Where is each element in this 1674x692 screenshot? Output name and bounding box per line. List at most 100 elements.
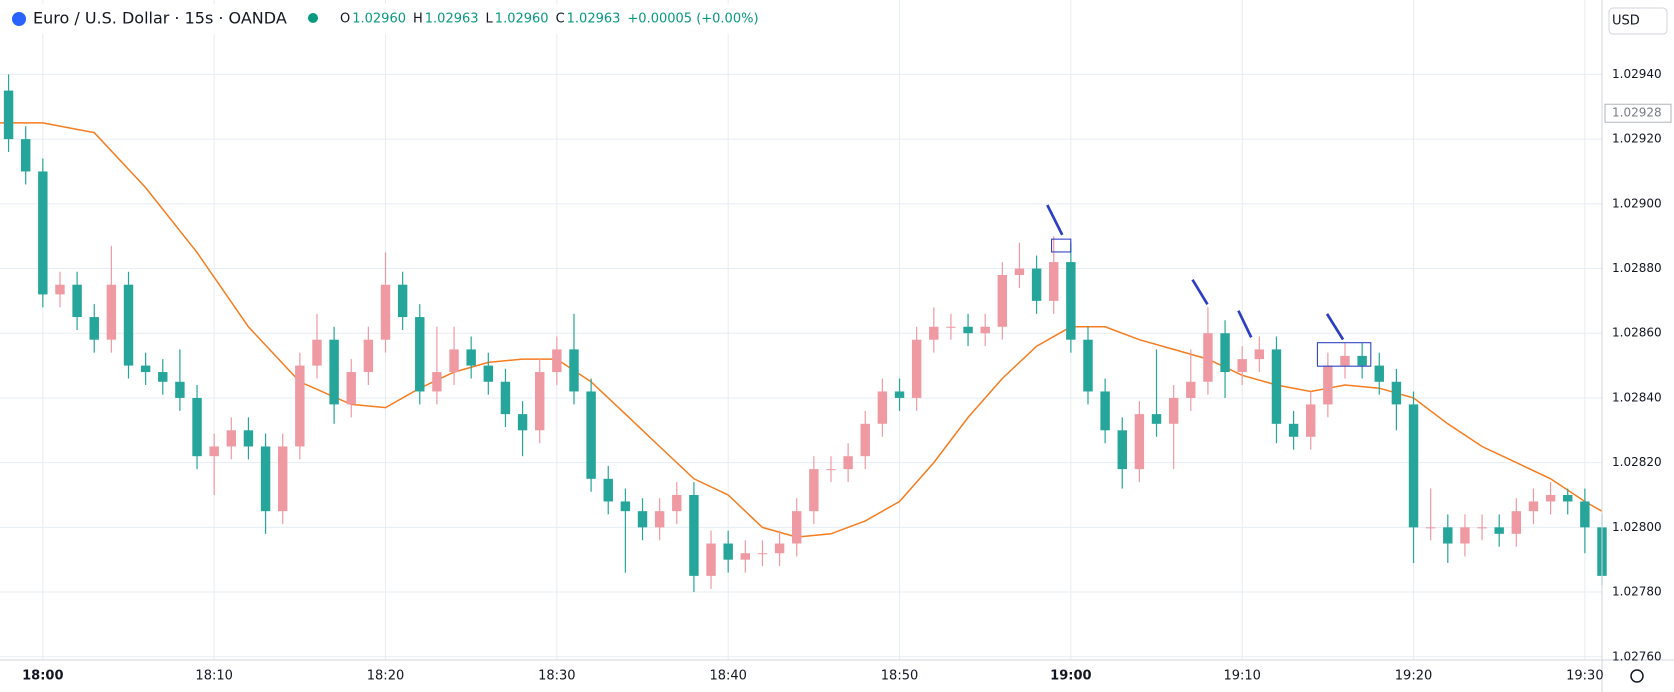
x-tick-label: 19:10 [1223,669,1260,684]
trend-mark [1046,204,1064,236]
candle-body [1066,262,1076,340]
last-price-box [1604,103,1672,123]
candle-body [1425,527,1436,529]
trend-mark [1237,310,1253,338]
candle-body [363,339,374,373]
candle-body [175,381,185,398]
ohlc-key: L [486,12,494,27]
candle-body [380,284,391,340]
candle-body [1014,268,1025,275]
candle-body [620,501,631,512]
x-tick-label: 18:20 [367,669,404,684]
candle-body [1323,365,1333,405]
x-tick-label: 18:30 [538,669,575,684]
price-change: +0.00005 (+0.00%) [627,12,758,27]
candle-body [1545,495,1556,502]
ohlc-key: O [340,12,350,27]
candle-body [1254,349,1265,360]
candle-body [312,339,322,366]
candle-body [1511,511,1522,534]
ohlc-value: 1.02960 [352,12,406,27]
candle-body [1563,495,1573,502]
candle-body [774,543,785,554]
candle-body [466,349,476,366]
candle-body [1186,381,1196,398]
symbol-title: Euro / U.S. Dollar · 15s · OANDA [33,9,287,28]
annotations [1046,204,1372,367]
candle-body [1100,391,1110,431]
candle-body [1528,501,1539,512]
candle-body [483,365,494,382]
y-tick-label: 1.02840 [1612,390,1662,404]
candle-body [158,372,168,382]
highlight-box [1316,342,1372,367]
candle-body [192,397,202,457]
ohlc-value: 1.02963 [425,12,479,27]
y-tick-label: 1.02860 [1612,326,1662,340]
y-tick-label: 1.02800 [1612,520,1662,534]
x-tick-label: 19:20 [1395,669,1432,684]
candle-body [243,430,254,447]
candle-body [1443,527,1453,544]
candle-body [1494,527,1504,534]
candle-body [894,391,905,398]
market-status [308,13,318,23]
highlight-box [1051,238,1072,253]
ohlc-key: H [413,12,423,27]
y-tick-label: 1.02940 [1612,67,1662,81]
candle-body [980,326,990,334]
x-tick-label: 18:00 [22,669,63,684]
candle-body [1031,268,1042,301]
candle-body [723,543,733,560]
y-tick-label: 1.02760 [1612,649,1662,663]
last-price-label: 1.02928 [1612,106,1662,120]
candle-body [1357,355,1367,366]
candle-body [1117,430,1127,470]
candle-body [1374,365,1384,382]
trend-mark [1325,313,1345,341]
candle-body [415,317,425,392]
candle-body [432,372,442,392]
y-tick-label: 1.02820 [1612,455,1662,469]
candle-body [500,381,511,415]
candle-body [1477,527,1487,529]
candle-body [946,326,956,328]
moving-average [0,122,1603,538]
y-tick-label: 1.02880 [1612,261,1662,275]
candle-body [1271,349,1282,424]
candle-body [140,365,151,373]
candle-body [1580,501,1590,528]
candle-body [106,284,117,340]
ohlc-legend: O 1.02960 H 1.02963 L 1.02960 C 1.02963 +0.00005… [340,12,759,27]
candle-body [997,275,1008,327]
candle-body [1391,381,1402,405]
currency[interactable]: USD [1612,14,1640,29]
candle-body [654,511,665,528]
candle-body [706,543,716,576]
header-bg [0,4,760,34]
candle-body [1134,414,1145,470]
candle-body [38,171,48,295]
candle-body [329,339,339,405]
candle-body [89,317,99,340]
currency-button[interactable] [1608,7,1668,35]
y-tick-label: 1.02920 [1612,132,1662,146]
ohlc-value: 1.02963 [567,12,621,27]
candle-body [1083,339,1093,392]
candle-body [55,284,65,295]
candle-body [911,339,922,398]
candle-body [449,349,459,373]
ma-layer [0,122,1603,538]
candle-body [1151,414,1162,424]
settings-icon[interactable] [1630,669,1644,683]
candle-body [226,430,237,447]
candle-body [672,495,682,512]
candle-body [346,372,356,405]
candle-body [1408,404,1419,528]
candle-body [277,446,288,512]
candle-body [20,139,31,172]
candle-body [843,456,853,470]
candle-body [1168,397,1179,424]
candle-body [877,391,888,424]
